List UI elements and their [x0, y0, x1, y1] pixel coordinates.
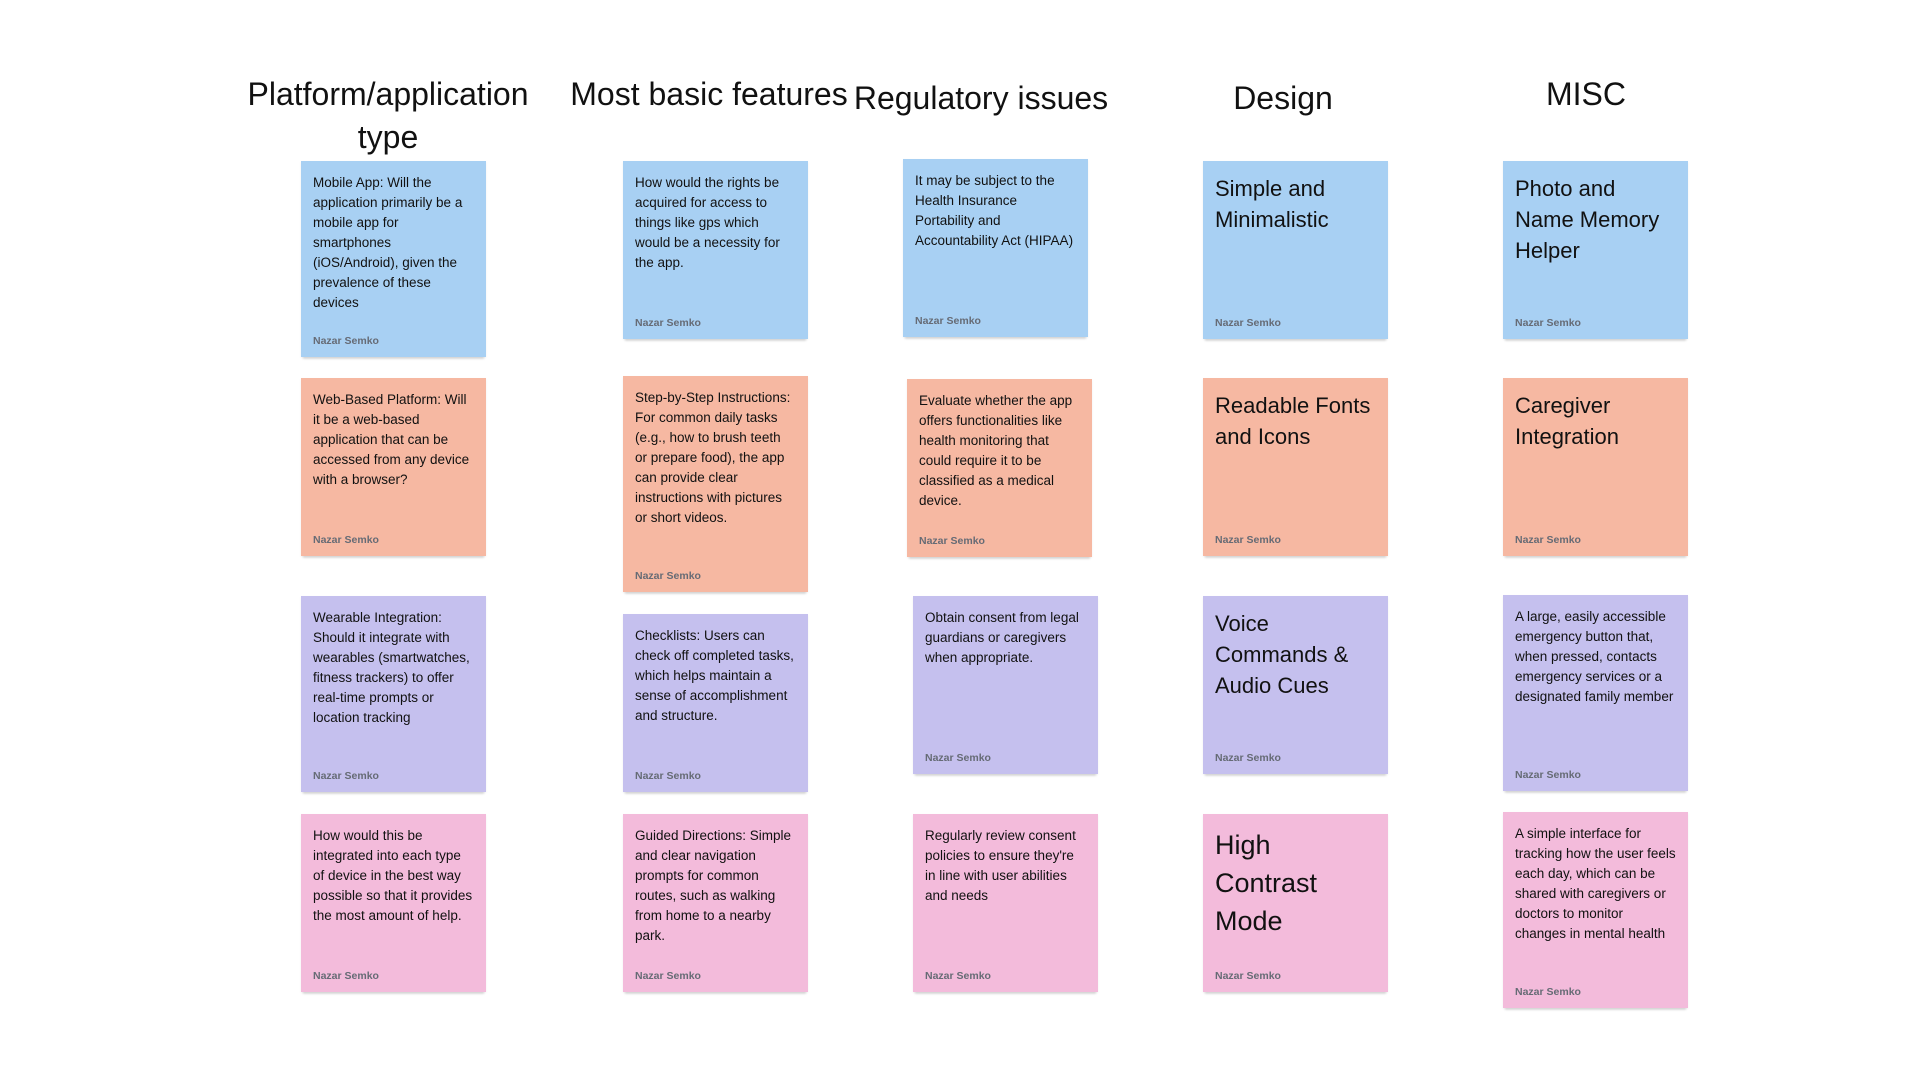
note-text: A large, easily accessible emergency but… [1515, 609, 1674, 704]
note-text: Obtain consent from legal guardians or c… [925, 610, 1079, 665]
note-text: Checklists: Users can check off complete… [635, 628, 794, 723]
sticky-note[interactable]: Simple and Minimalistic Nazar Semko [1203, 161, 1388, 339]
sticky-note[interactable]: Caregiver Integration Nazar Semko [1503, 378, 1688, 556]
note-text: How would this be integrated into each t… [313, 828, 473, 923]
note-author: Nazar Semko [1515, 986, 1581, 998]
note-author: Nazar Semko [925, 970, 991, 982]
note-text: How would the rights be acquired for acc… [635, 175, 780, 270]
sticky-note[interactable]: How would this be integrated into each t… [301, 814, 486, 992]
sticky-note[interactable]: Web-Based Platform: Will it be a web-bas… [301, 378, 486, 556]
column-header-basic-features: Most basic features [570, 76, 848, 112]
note-text: Wearable Integration: Should it integrat… [313, 610, 470, 725]
note-author: Nazar Semko [635, 570, 701, 582]
note-text: High Contrast Mode [1215, 830, 1318, 936]
note-text: Web-Based Platform: Will it be a web-bas… [313, 392, 470, 487]
note-author: Nazar Semko [1215, 752, 1281, 764]
note-author: Nazar Semko [313, 534, 379, 546]
note-author: Nazar Semko [1515, 769, 1581, 781]
note-author: Nazar Semko [1215, 534, 1281, 546]
note-author: Nazar Semko [313, 770, 379, 782]
note-text: Readable Fonts and Icons [1215, 393, 1371, 449]
note-author: Nazar Semko [925, 752, 991, 764]
sticky-note[interactable]: Photo and Name Memory Helper Nazar Semko [1503, 161, 1688, 339]
note-text: Photo and Name Memory Helper [1515, 176, 1660, 263]
note-text: A simple interface for tracking how the … [1515, 826, 1676, 941]
sticky-note[interactable]: Evaluate whether the app offers function… [907, 379, 1092, 557]
note-author: Nazar Semko [635, 317, 701, 329]
note-text: Caregiver Integration [1515, 393, 1619, 449]
sticky-note[interactable]: A large, easily accessible emergency but… [1503, 595, 1688, 791]
note-text: Mobile App: Will the application primari… [313, 175, 463, 310]
note-text: Guided Directions: Simple and clear navi… [635, 828, 792, 943]
sticky-note[interactable]: Guided Directions: Simple and clear navi… [623, 814, 808, 992]
note-text: Evaluate whether the app offers function… [919, 393, 1073, 508]
note-author: Nazar Semko [1515, 317, 1581, 329]
sticky-note[interactable]: Wearable Integration: Should it integrat… [301, 596, 486, 792]
note-text: It may be subject to the Health Insuranc… [915, 173, 1074, 248]
note-author: Nazar Semko [635, 770, 701, 782]
sticky-note[interactable]: High Contrast Mode Nazar Semko [1203, 814, 1388, 992]
note-text: Step-by-Step Instructions: For common da… [635, 390, 791, 525]
note-author: Nazar Semko [919, 535, 985, 547]
sticky-note[interactable]: Regularly review consent policies to ens… [913, 814, 1098, 992]
sticky-note[interactable]: Obtain consent from legal guardians or c… [913, 596, 1098, 774]
note-author: Nazar Semko [313, 335, 379, 347]
column-header-misc: MISC [1546, 76, 1626, 112]
column-header-design: Design [1233, 80, 1333, 116]
note-author: Nazar Semko [1215, 317, 1281, 329]
column-header-platform: Platform/application type [247, 76, 529, 155]
note-author: Nazar Semko [1215, 970, 1281, 982]
note-author: Nazar Semko [313, 970, 379, 982]
column-header-regulatory: Regulatory issues [853, 80, 1109, 116]
note-author: Nazar Semko [915, 315, 981, 327]
sticky-note[interactable]: Step-by-Step Instructions: For common da… [623, 376, 808, 592]
sticky-note[interactable]: Voice Commands & Audio Cues Nazar Semko [1203, 596, 1388, 774]
note-author: Nazar Semko [635, 970, 701, 982]
sticky-note[interactable]: How would the rights be acquired for acc… [623, 161, 808, 339]
sticky-note[interactable]: Checklists: Users can check off complete… [623, 614, 808, 792]
sticky-note[interactable]: A simple interface for tracking how the … [1503, 812, 1688, 1008]
sticky-note[interactable]: Mobile App: Will the application primari… [301, 161, 486, 357]
note-text: Simple and Minimalistic [1215, 176, 1329, 232]
sticky-note[interactable]: It may be subject to the Health Insuranc… [903, 159, 1088, 337]
note-text: Regularly review consent policies to ens… [925, 828, 1076, 903]
note-author: Nazar Semko [1515, 534, 1581, 546]
note-text: Voice Commands & Audio Cues [1215, 611, 1349, 698]
sticky-note[interactable]: Readable Fonts and Icons Nazar Semko [1203, 378, 1388, 556]
